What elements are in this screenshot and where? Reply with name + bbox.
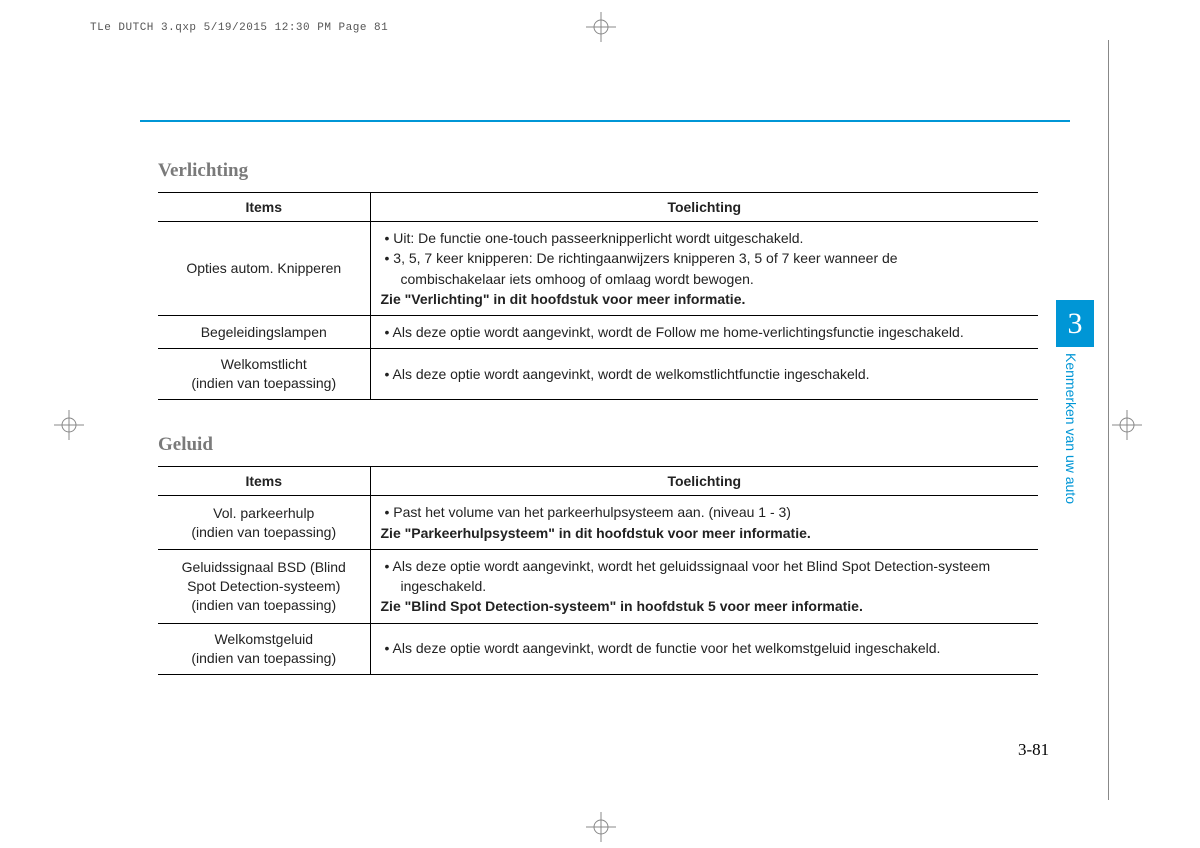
table-row: Geluidssignaal BSD (Blind Spot Detection… (158, 549, 1038, 623)
header-rule (140, 120, 1070, 122)
table-geluid: Items Toelichting Vol. parkeerhulp (indi… (158, 466, 1038, 674)
registration-mark-top (586, 12, 616, 42)
section-title-geluid: Geluid (158, 434, 1038, 456)
desc-cell: Als deze optie wordt aangevinkt, wordt d… (370, 623, 1038, 674)
table-row: Welkomstgeluid (indien van toepassing) A… (158, 623, 1038, 674)
item-line: (indien van toepassing) (191, 597, 336, 613)
header-items: Items (158, 193, 370, 222)
table-header-row: Items Toelichting (158, 467, 1038, 496)
table-row: Opties autom. Knipperen Uit: De functie … (158, 222, 1038, 316)
item-line: (indien van toepassing) (191, 524, 336, 540)
bullet-text: Als deze optie wordt aangevinkt, wordt d… (381, 322, 1029, 342)
table-verlichting: Items Toelichting Opties autom. Knippere… (158, 192, 1038, 400)
table-row: Welkomstlicht (indien van toepassing) Al… (158, 349, 1038, 400)
bold-note: Zie "Verlichting" in dit hoofdstuk voor … (381, 291, 746, 307)
desc-cell: Als deze optie wordt aangevinkt, wordt d… (370, 349, 1038, 400)
item-cell: Welkomstgeluid (indien van toepassing) (158, 623, 370, 674)
page-number: 3-81 (1018, 740, 1049, 760)
bullet-continuation: ingeschakeld. (381, 576, 1029, 596)
item-line: (indien van toepassing) (191, 375, 336, 391)
item-cell: Begeleidingslampen (158, 316, 370, 349)
table-row: Begeleidingslampen Als deze optie wordt … (158, 316, 1038, 349)
print-header-meta: TLe DUTCH 3.qxp 5/19/2015 12:30 PM Page … (90, 22, 388, 34)
item-line: (indien van toepassing) (191, 650, 336, 666)
item-cell: Vol. parkeerhulp (indien van toepassing) (158, 496, 370, 550)
bullet-text: 3, 5, 7 keer knipperen: De richtingaanwi… (381, 248, 1029, 268)
bullet-text: Uit: De functie one-touch passeerknipper… (381, 228, 1029, 248)
page-content: Verlichting Items Toelichting Opties aut… (158, 160, 1038, 675)
registration-mark-bottom (586, 812, 616, 842)
bullet-text: Als deze optie wordt aangevinkt, wordt d… (381, 364, 1029, 384)
header-desc: Toelichting (370, 193, 1038, 222)
bullet-continuation: combischakelaar iets omhoog of omlaag wo… (381, 269, 1029, 289)
crop-line-right (1108, 40, 1109, 800)
chapter-number-tab: 3 (1056, 300, 1094, 347)
item-line: Welkomstgeluid (214, 631, 313, 647)
desc-cell: Past het volume van het parkeerhulpsyste… (370, 496, 1038, 550)
desc-cell: Als deze optie wordt aangevinkt, wordt d… (370, 316, 1038, 349)
item-line: Welkomstlicht (221, 356, 307, 372)
desc-cell: Als deze optie wordt aangevinkt, wordt h… (370, 549, 1038, 623)
item-cell: Geluidssignaal BSD (Blind Spot Detection… (158, 549, 370, 623)
header-items: Items (158, 467, 370, 496)
item-line: Geluidssignaal BSD (Blind (182, 559, 346, 575)
item-cell: Welkomstlicht (indien van toepassing) (158, 349, 370, 400)
registration-mark-right (1112, 410, 1142, 440)
bold-note: Zie "Parkeerhulpsysteem" in dit hoofdstu… (381, 525, 811, 541)
item-line: Vol. parkeerhulp (213, 505, 314, 521)
table-row: Vol. parkeerhulp (indien van toepassing)… (158, 496, 1038, 550)
bold-note: Zie "Blind Spot Detection-systeem" in ho… (381, 598, 863, 614)
table-header-row: Items Toelichting (158, 193, 1038, 222)
bullet-text: Als deze optie wordt aangevinkt, wordt d… (381, 638, 1029, 658)
desc-cell: Uit: De functie one-touch passeerknipper… (370, 222, 1038, 316)
item-line: Spot Detection-systeem) (187, 578, 340, 594)
header-desc: Toelichting (370, 467, 1038, 496)
registration-mark-left (54, 410, 84, 440)
section-title-verlichting: Verlichting (158, 160, 1038, 182)
item-cell: Opties autom. Knipperen (158, 222, 370, 316)
chapter-side-label: Kenmerken van uw auto (1063, 353, 1079, 504)
bullet-text: Past het volume van het parkeerhulpsyste… (381, 502, 1029, 522)
bullet-text: Als deze optie wordt aangevinkt, wordt h… (381, 556, 1029, 576)
